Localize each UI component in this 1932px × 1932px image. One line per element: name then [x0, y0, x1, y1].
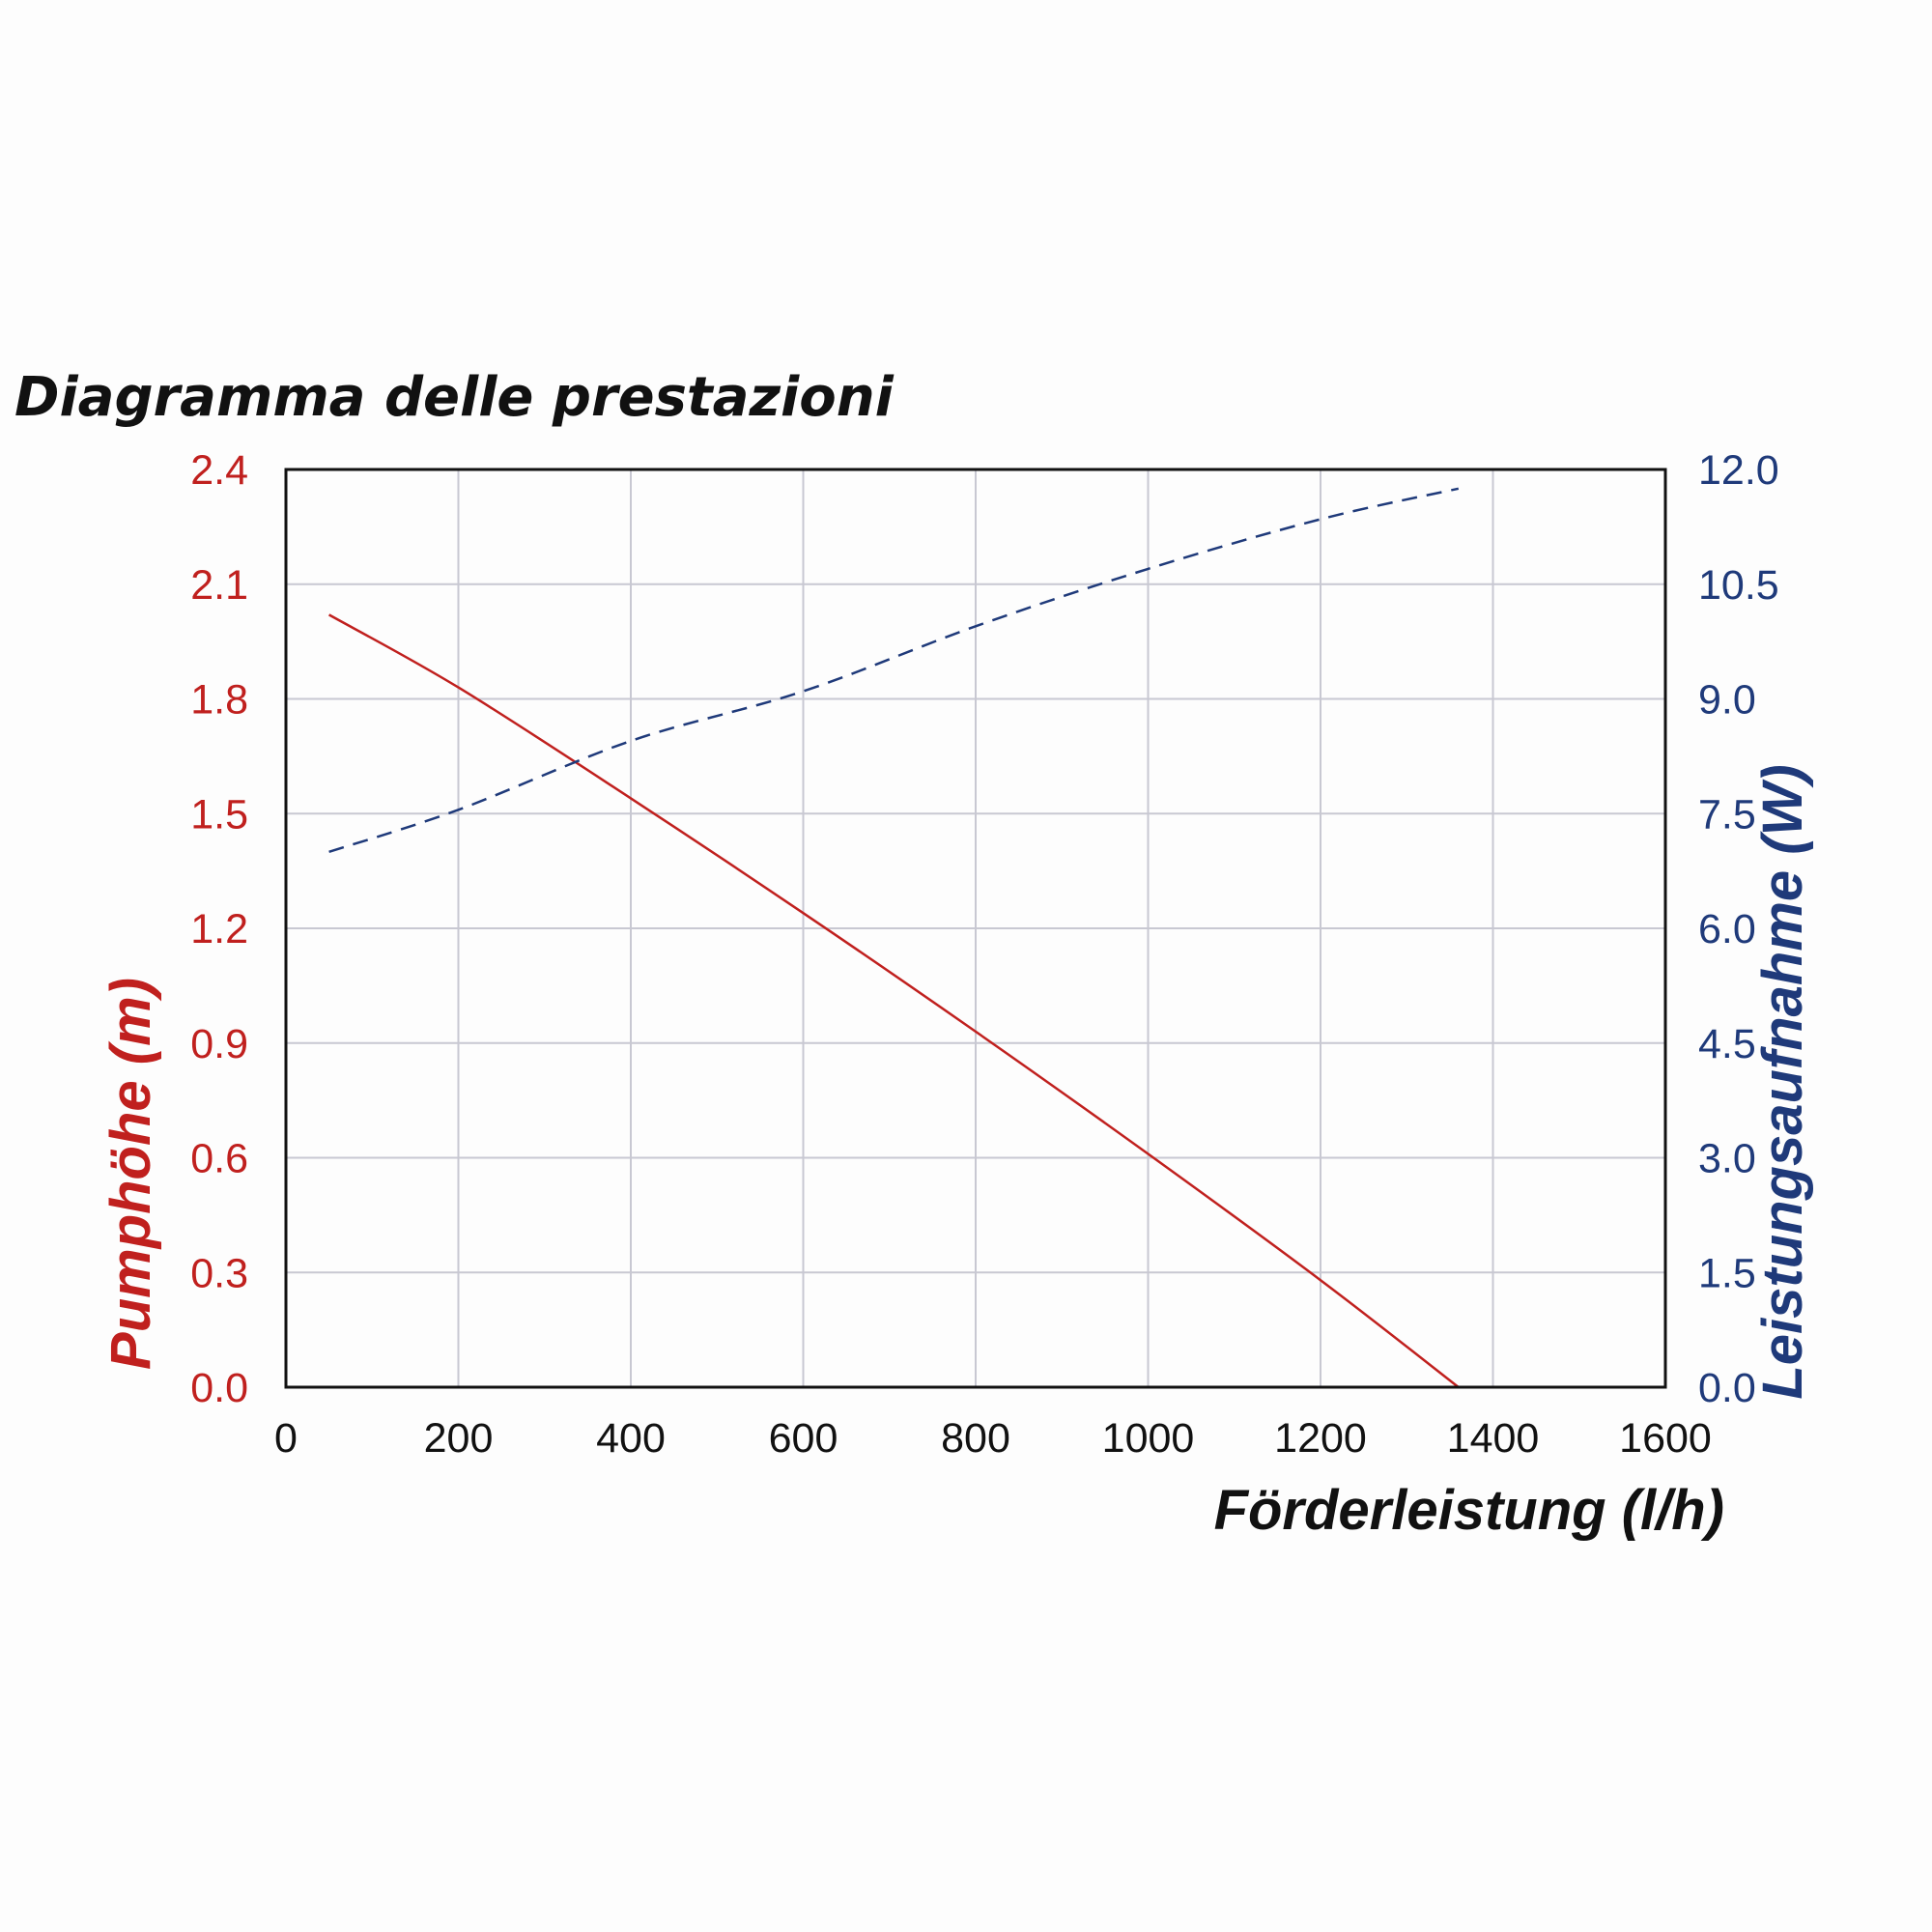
x-tick-label: 0 — [274, 1415, 298, 1462]
right-y-tick-label: 1.5 — [1698, 1250, 1756, 1296]
x-axis-title: Förderleistung (l/h) — [1214, 1479, 1724, 1542]
x-tick-label: 400 — [596, 1415, 666, 1462]
x-tick-label: 200 — [424, 1415, 494, 1462]
left-y-tick-label: 0.3 — [190, 1250, 248, 1296]
grid — [286, 469, 1665, 1387]
left-y-tick-label: 1.5 — [190, 791, 248, 838]
right-y-tick-label: 12.0 — [1698, 447, 1779, 494]
left-y-axis-title: Pumphöhe (m) — [99, 978, 162, 1370]
right-y-axis-ticks: 0.0 1.5 3.0 4.5 6.0 7.5 9.0 10.5 12.0 — [1698, 447, 1779, 1411]
right-y-tick-label: 9.0 — [1698, 677, 1756, 724]
left-y-axis-ticks: 0.0 0.3 0.6 0.9 1.2 1.5 1.8 2.1 2.4 — [190, 447, 248, 1411]
right-y-tick-label: 7.5 — [1698, 791, 1756, 838]
x-tick-label: 1400 — [1447, 1415, 1540, 1462]
x-tick-label: 1600 — [1619, 1415, 1712, 1462]
chart-title: Diagramma delle prestazioni — [14, 366, 895, 429]
power-consumption-line — [328, 487, 1460, 853]
pump-head-line — [327, 613, 1460, 1388]
x-tick-label: 1000 — [1102, 1415, 1195, 1462]
left-y-tick-label: 0.6 — [190, 1136, 248, 1182]
right-y-tick-label: 6.0 — [1698, 906, 1756, 952]
right-y-tick-label: 3.0 — [1698, 1136, 1756, 1182]
x-tick-label: 600 — [769, 1415, 838, 1462]
left-y-tick-label: 1.2 — [190, 906, 248, 952]
left-y-tick-label: 0.0 — [190, 1365, 248, 1411]
right-y-axis-title: Leistungsaufnahme (W) — [1751, 764, 1814, 1399]
right-y-tick-label: 0.0 — [1698, 1365, 1756, 1411]
x-tick-label: 800 — [941, 1415, 1010, 1462]
left-y-tick-label: 0.9 — [190, 1021, 248, 1067]
x-axis-ticks: 0 200 400 600 800 1000 1200 1400 1600 — [274, 1415, 1712, 1462]
left-y-tick-label: 2.4 — [190, 447, 248, 494]
x-tick-label: 1200 — [1274, 1415, 1367, 1462]
right-y-tick-label: 4.5 — [1698, 1021, 1756, 1067]
left-y-tick-label: 1.8 — [190, 677, 248, 724]
series-group — [327, 487, 1460, 1388]
right-y-tick-label: 10.5 — [1698, 562, 1779, 609]
plot-frame — [284, 468, 1667, 1389]
left-y-tick-label: 2.1 — [190, 562, 248, 609]
